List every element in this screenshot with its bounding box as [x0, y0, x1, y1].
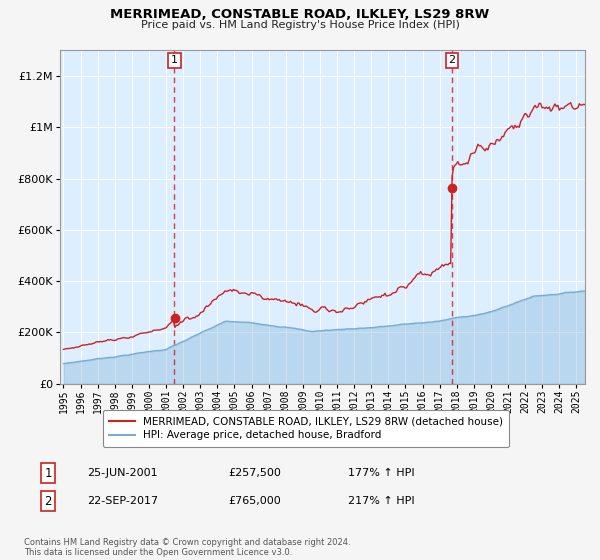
Text: 177% ↑ HPI: 177% ↑ HPI: [348, 468, 415, 478]
Legend: MERRIMEAD, CONSTABLE ROAD, ILKLEY, LS29 8RW (detached house), HPI: Average price: MERRIMEAD, CONSTABLE ROAD, ILKLEY, LS29 …: [103, 410, 509, 447]
Text: 2: 2: [44, 494, 52, 508]
Text: Price paid vs. HM Land Registry's House Price Index (HPI): Price paid vs. HM Land Registry's House …: [140, 20, 460, 30]
Text: 2: 2: [448, 55, 455, 66]
Text: £257,500: £257,500: [228, 468, 281, 478]
Text: 217% ↑ HPI: 217% ↑ HPI: [348, 496, 415, 506]
Text: 25-JUN-2001: 25-JUN-2001: [87, 468, 158, 478]
Text: 1: 1: [171, 55, 178, 66]
Text: £765,000: £765,000: [228, 496, 281, 506]
Text: Contains HM Land Registry data © Crown copyright and database right 2024.
This d: Contains HM Land Registry data © Crown c…: [24, 538, 350, 557]
Text: MERRIMEAD, CONSTABLE ROAD, ILKLEY, LS29 8RW: MERRIMEAD, CONSTABLE ROAD, ILKLEY, LS29 …: [110, 8, 490, 21]
Text: 1: 1: [44, 466, 52, 480]
Text: 22-SEP-2017: 22-SEP-2017: [87, 496, 158, 506]
